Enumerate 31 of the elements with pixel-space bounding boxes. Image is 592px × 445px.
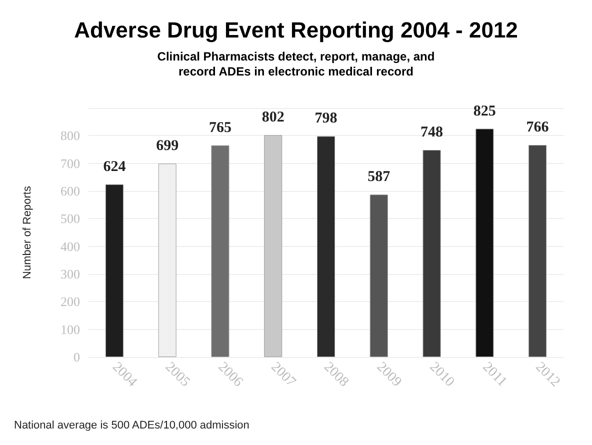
y-axis-title: Number of Reports: [22, 186, 34, 279]
x-tick-label: 2007: [268, 360, 298, 390]
bar: [476, 128, 494, 357]
data-label: 802: [262, 110, 284, 126]
bar: [264, 135, 282, 357]
data-label: 624: [103, 158, 126, 175]
data-label: 825: [473, 103, 496, 120]
data-label: 587: [368, 169, 391, 186]
data-label: 699: [156, 138, 179, 154]
y-tick-label: 100: [60, 322, 80, 337]
bar: [422, 150, 441, 357]
chart-title: Adverse Drug Event Reporting 2004 - 2012: [74, 18, 518, 42]
y-tick-label: 400: [60, 238, 80, 254]
text: National average is 500 ADEs/10,000 admission: [14, 420, 250, 432]
data-label: 765: [208, 120, 232, 136]
y-tick-label: 500: [60, 211, 80, 226]
y-tick-label: 200: [60, 294, 80, 310]
bar: [370, 194, 388, 357]
data-label: 766: [526, 120, 550, 136]
bar: [317, 136, 335, 357]
chart-subtitle: Clinical Pharmacists detect, report, manage, and record ADEs in electronic medical record: [157, 50, 435, 78]
y-tick-label: 600: [60, 184, 80, 198]
bar: [105, 184, 124, 357]
y-tick-label: 800: [60, 128, 80, 144]
data-label: 798: [314, 110, 338, 127]
data-label: 748: [420, 124, 444, 141]
y-tick-label: 700: [60, 156, 80, 171]
y-tick-label: 0: [74, 350, 80, 364]
y-tick-label: 300: [60, 266, 80, 282]
bar: [528, 145, 547, 357]
bar: [211, 145, 230, 357]
